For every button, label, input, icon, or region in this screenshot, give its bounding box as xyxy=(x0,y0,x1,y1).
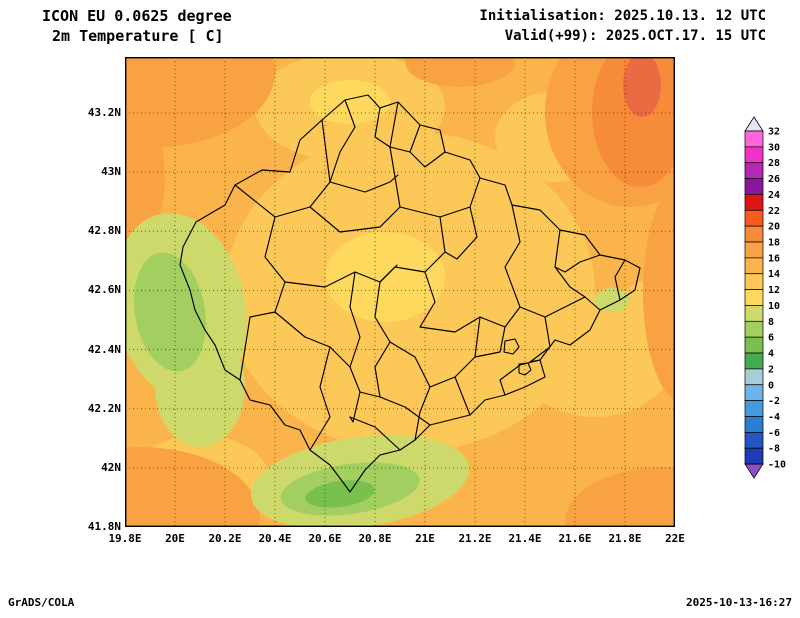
kosovo-outline xyxy=(179,94,641,493)
plot-frame xyxy=(125,57,675,527)
model-title: ICON EU 0.0625 degree xyxy=(42,7,232,25)
colorbar-segment xyxy=(744,257,764,275)
temp-region-16-18 xyxy=(405,57,515,87)
colorbar-tick-label: 16 xyxy=(768,253,780,264)
colorbar-tick-label: 22 xyxy=(768,206,780,217)
temp-region-8-10 xyxy=(594,288,630,312)
colorbar-segment xyxy=(744,162,764,179)
colorbar-segment xyxy=(744,320,764,338)
x-axis-tick-label: 20E xyxy=(165,532,185,545)
temp-region-16-18 xyxy=(643,184,675,400)
colorbar-segment xyxy=(744,289,764,306)
temp-region-16-18 xyxy=(125,57,275,147)
x-axis-tick-label: 21.4E xyxy=(508,532,542,545)
colorbar-tick-label: 14 xyxy=(768,269,780,280)
y-axis-tick-label: 42.2N xyxy=(87,401,121,415)
y-axis-tick-label: 43N xyxy=(101,165,121,179)
colorbar-segment xyxy=(744,178,764,195)
temp-region-16-18 xyxy=(565,467,675,527)
y-axis-tick-label: 41.8N xyxy=(87,520,121,533)
x-axis-tick-label: 21.2E xyxy=(458,532,492,545)
temp-region-4-6 xyxy=(305,480,375,508)
colorbar-segment xyxy=(744,225,764,243)
kosovo-borders xyxy=(179,94,641,493)
colorbar-segment xyxy=(744,384,764,401)
colorbar-arrow xyxy=(744,116,764,132)
x-axis-tick-label: 20.2E xyxy=(208,532,242,545)
x-axis-tick-label: 22E xyxy=(665,532,685,545)
colorbar-tick-label: 8 xyxy=(768,317,774,328)
colorbar-segment xyxy=(744,194,764,211)
colorbar-segment xyxy=(744,130,764,148)
colorbar-tick-label: -4 xyxy=(768,412,780,423)
x-axis-tick-label: 20.8E xyxy=(358,532,392,545)
colorbar-tick-label: 26 xyxy=(768,174,780,185)
grads-credit: GrADS/COLA xyxy=(8,596,75,609)
temperature-fill-field xyxy=(125,57,675,527)
colorbar-tick-label: 10 xyxy=(768,301,780,312)
x-axis-tick-label: 20.4E xyxy=(258,532,292,545)
x-axis-tick-label: 21E xyxy=(415,532,435,545)
colorbar-tick-label: -8 xyxy=(768,444,780,455)
colorbar-tick-label: 24 xyxy=(768,190,780,201)
y-axis-tick-label: 42N xyxy=(101,460,121,474)
y-axis-tick-label: 42.4N xyxy=(87,342,121,356)
colorbar-tick-label: -6 xyxy=(768,428,780,439)
colorbar-tick-label: 32 xyxy=(768,127,780,138)
valid-time-label: Valid(+99): 2025.OCT.17. 15 UTC xyxy=(504,28,766,44)
colorbar-segment xyxy=(744,416,764,433)
colorbar-tick-label: 18 xyxy=(768,238,780,249)
colorbar-tick-label: 20 xyxy=(768,222,780,233)
variable-title: 2m Temperature [ C] xyxy=(52,27,224,45)
colorbar-tick-label: 2 xyxy=(768,364,774,375)
x-axis-tick-label: 19.8E xyxy=(108,532,142,545)
temp-region-20-22 xyxy=(623,57,661,117)
colorbar-tick-label: -2 xyxy=(768,396,780,407)
colorbar-segment xyxy=(744,368,764,386)
colorbar-tick-label: 12 xyxy=(768,285,780,296)
colorbar-segment xyxy=(744,447,764,465)
municipality-borders xyxy=(234,99,626,451)
creation-timestamp: 2025-10-13-16:27 xyxy=(686,596,792,609)
colorbar-segment xyxy=(744,273,764,290)
temp-region-16-18 xyxy=(125,447,260,527)
colorbar-tick-label: 30 xyxy=(768,142,780,153)
colorbar-tick-label: -10 xyxy=(768,460,786,471)
colorbar-segment xyxy=(744,241,764,259)
map-plot xyxy=(125,57,675,527)
x-axis-tick-label: 20.6E xyxy=(308,532,342,545)
colorbar-tick-label: 6 xyxy=(768,333,774,344)
colorbar-segment xyxy=(744,209,764,227)
colorbar-segment xyxy=(744,305,764,322)
y-axis-tick-label: 42.6N xyxy=(87,283,121,297)
x-axis-tick-label: 21.8E xyxy=(608,532,642,545)
colorbar-segment xyxy=(744,400,764,417)
init-time-label: Initialisation: 2025.10.13. 12 UTC xyxy=(479,8,766,24)
colorbar-segment xyxy=(744,431,764,449)
colorbar-segment xyxy=(744,352,764,370)
colorbar-tick-label: 0 xyxy=(768,380,774,391)
x-axis-tick-label: 21.6E xyxy=(558,532,592,545)
y-axis-tick-label: 42.8N xyxy=(87,224,121,238)
colorbar-segment xyxy=(744,146,764,164)
colorbar-segment xyxy=(744,336,764,354)
colorbar-arrow xyxy=(744,463,764,479)
colorbar-tick-label: 28 xyxy=(768,158,780,169)
temp-region-6-8 xyxy=(133,252,207,372)
colorbar-tick-label: 4 xyxy=(768,349,774,360)
y-axis-tick-label: 43.2N xyxy=(87,106,121,119)
